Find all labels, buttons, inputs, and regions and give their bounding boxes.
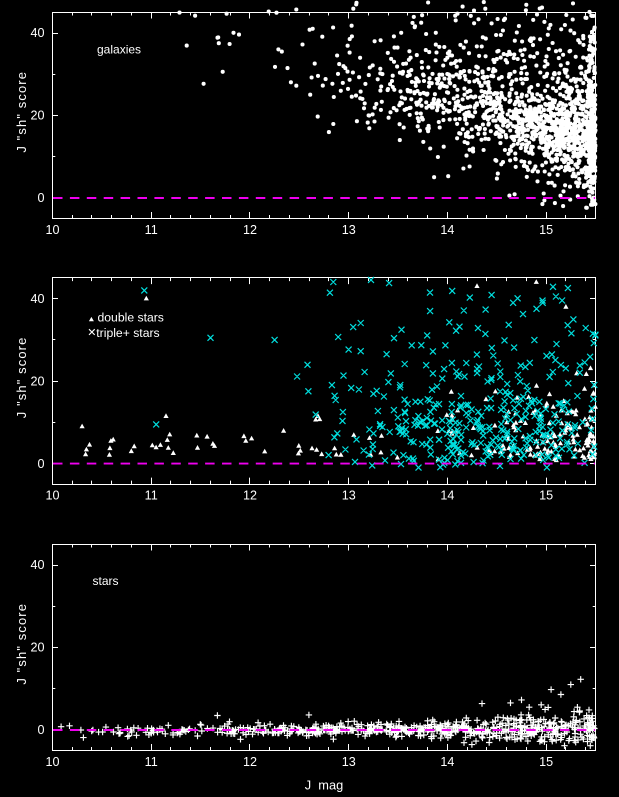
svg-text:J "sh" score: J "sh" score xyxy=(14,337,29,419)
svg-text:galaxies: galaxies xyxy=(97,43,141,57)
svg-text:20: 20 xyxy=(30,109,44,123)
svg-text:12: 12 xyxy=(243,755,257,769)
svg-text:0: 0 xyxy=(37,723,44,737)
svg-text:15: 15 xyxy=(539,488,553,502)
svg-text:15: 15 xyxy=(539,223,553,237)
svg-text:11: 11 xyxy=(145,223,158,237)
svg-text:J mag: J mag xyxy=(305,778,343,793)
svg-text:triple+ stars: triple+ stars xyxy=(96,326,159,340)
svg-text:13: 13 xyxy=(342,488,356,502)
svg-text:10: 10 xyxy=(45,755,59,769)
svg-text:15: 15 xyxy=(539,755,553,769)
svg-text:double stars: double stars xyxy=(98,311,164,325)
svg-text:20: 20 xyxy=(30,374,44,388)
svg-text:10: 10 xyxy=(45,488,59,502)
svg-text:14: 14 xyxy=(440,488,454,502)
svg-text:14: 14 xyxy=(440,755,454,769)
svg-text:12: 12 xyxy=(243,488,257,502)
svg-text:11: 11 xyxy=(145,488,158,502)
svg-text:12: 12 xyxy=(243,223,257,237)
svg-text:13: 13 xyxy=(342,223,356,237)
svg-text:11: 11 xyxy=(145,755,158,769)
svg-text:40: 40 xyxy=(30,26,44,40)
svg-text:13: 13 xyxy=(342,755,356,769)
svg-text:0: 0 xyxy=(37,457,44,471)
svg-text:0: 0 xyxy=(37,191,44,205)
svg-text:10: 10 xyxy=(45,223,59,237)
svg-text:20: 20 xyxy=(30,641,44,655)
svg-text:J "sh" score: J "sh" score xyxy=(14,603,29,685)
svg-text:stars: stars xyxy=(93,574,119,588)
svg-text:14: 14 xyxy=(440,223,454,237)
svg-text:40: 40 xyxy=(30,292,44,306)
svg-text:40: 40 xyxy=(30,558,44,572)
svg-text:J "sh" score: J "sh" score xyxy=(14,71,29,153)
